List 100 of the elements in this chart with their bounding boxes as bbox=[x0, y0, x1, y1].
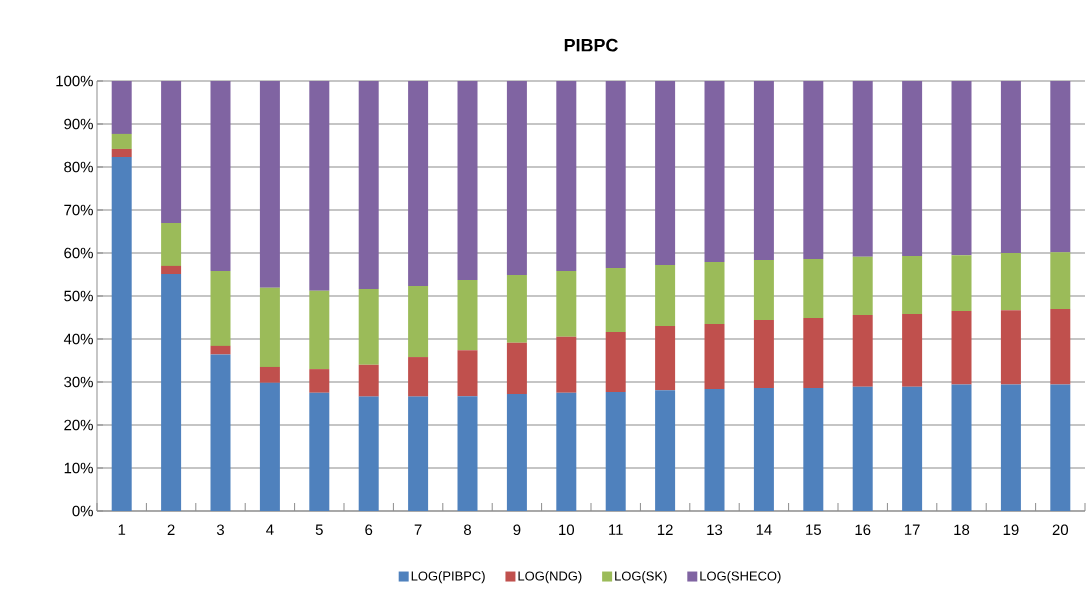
bar bbox=[506, 274, 527, 343]
bar bbox=[358, 364, 379, 397]
bar bbox=[1050, 308, 1071, 385]
bar bbox=[457, 280, 478, 351]
x-tick-label: 8 bbox=[464, 524, 471, 536]
bar bbox=[951, 255, 972, 312]
x-tick-label: 12 bbox=[657, 524, 673, 535]
bar bbox=[556, 392, 577, 511]
bar bbox=[902, 386, 923, 511]
y-tick-label: 60% bbox=[64, 247, 93, 259]
x-tick-label: 4 bbox=[266, 524, 274, 535]
bar bbox=[605, 391, 626, 511]
bar bbox=[1050, 81, 1071, 253]
x-tick-label: 14 bbox=[756, 524, 772, 535]
bar bbox=[655, 390, 676, 511]
bar bbox=[506, 394, 527, 511]
bar bbox=[1050, 384, 1071, 511]
bar bbox=[408, 396, 429, 511]
legend-label: LOG(NDG) bbox=[518, 571, 582, 584]
bar bbox=[1000, 81, 1021, 253]
x-tick-label: 10 bbox=[559, 524, 575, 536]
y-tick-label: 70% bbox=[64, 204, 93, 216]
bar bbox=[457, 396, 478, 511]
bar bbox=[259, 382, 280, 511]
bar bbox=[210, 354, 231, 511]
y-tick-label: 30% bbox=[64, 376, 93, 388]
x-tick-label: 19 bbox=[1003, 524, 1019, 536]
y-tick-label: 50% bbox=[64, 290, 93, 302]
bar bbox=[309, 369, 330, 393]
bar bbox=[161, 81, 182, 223]
bar bbox=[161, 222, 182, 266]
y-tick-label: 0% bbox=[72, 505, 93, 517]
x-tick-label: 6 bbox=[365, 524, 373, 536]
y-tick-label: 90% bbox=[64, 118, 93, 130]
bar bbox=[358, 289, 379, 365]
chart-title: PIBPC bbox=[564, 38, 618, 52]
y-tick-label: 20% bbox=[64, 419, 93, 431]
bar bbox=[753, 81, 774, 260]
x-tick-label: 18 bbox=[954, 524, 970, 536]
x-tick-label: 9 bbox=[513, 524, 521, 536]
bar bbox=[902, 314, 923, 387]
bar bbox=[506, 342, 527, 395]
bar bbox=[259, 81, 280, 288]
bar bbox=[803, 259, 824, 318]
bar bbox=[704, 388, 725, 511]
x-tick-label: 15 bbox=[806, 524, 821, 535]
bar bbox=[803, 81, 824, 260]
bar bbox=[605, 81, 626, 269]
bar bbox=[605, 332, 626, 392]
bar bbox=[210, 81, 231, 272]
bar bbox=[803, 317, 824, 389]
bar bbox=[111, 81, 132, 134]
bar bbox=[852, 256, 873, 315]
bar bbox=[1000, 310, 1021, 385]
bar bbox=[556, 81, 577, 272]
bar bbox=[259, 287, 280, 367]
bar bbox=[852, 314, 873, 387]
bar bbox=[556, 271, 577, 337]
legend-label: LOG(SHECO) bbox=[700, 571, 781, 584]
bar bbox=[358, 81, 379, 290]
legend-label: LOG(PIBPC) bbox=[411, 571, 485, 584]
bar bbox=[408, 286, 429, 358]
bar bbox=[259, 366, 280, 383]
x-tick-label: 11 bbox=[609, 524, 623, 535]
x-tick-label: 2 bbox=[167, 524, 175, 535]
x-tick-label: 3 bbox=[216, 524, 224, 536]
x-tick-label: 17 bbox=[904, 524, 920, 535]
bar bbox=[902, 81, 923, 257]
bar bbox=[704, 262, 725, 324]
bar bbox=[704, 323, 725, 389]
bar bbox=[852, 81, 873, 257]
bar bbox=[408, 81, 429, 287]
x-tick-label: 7 bbox=[414, 524, 422, 535]
x-tick-label: 1 bbox=[118, 524, 126, 535]
bar bbox=[655, 326, 676, 391]
x-tick-label: 5 bbox=[315, 524, 323, 535]
bar bbox=[161, 274, 182, 511]
bar bbox=[210, 271, 231, 346]
bar bbox=[408, 357, 429, 397]
bar bbox=[161, 265, 182, 275]
x-tick-label: 16 bbox=[855, 524, 871, 536]
bar bbox=[309, 392, 330, 511]
bar bbox=[605, 268, 626, 333]
bar bbox=[951, 311, 972, 385]
bar bbox=[111, 133, 132, 149]
bar bbox=[556, 336, 577, 393]
bar bbox=[309, 290, 330, 370]
y-tick-label: 40% bbox=[63, 333, 93, 345]
bar bbox=[358, 396, 379, 511]
y-tick-label: 80% bbox=[64, 161, 93, 173]
y-tick-label: 10% bbox=[64, 462, 93, 474]
bar bbox=[309, 81, 330, 291]
legend-label: LOG(SK) bbox=[615, 571, 667, 584]
bar bbox=[803, 388, 824, 511]
bar bbox=[1000, 384, 1021, 511]
bar bbox=[457, 81, 478, 281]
y-tick-label: 100% bbox=[56, 75, 93, 87]
bar bbox=[753, 259, 774, 321]
bar bbox=[951, 384, 972, 511]
bar bbox=[655, 265, 676, 327]
